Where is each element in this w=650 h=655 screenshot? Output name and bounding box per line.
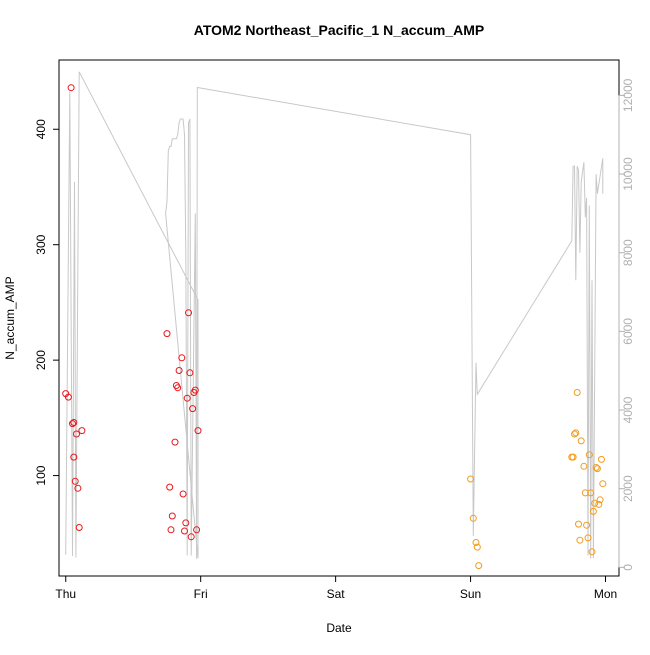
y-tick-label: 200 [34, 350, 48, 370]
data-point [591, 499, 599, 507]
y2-tick-label: 4000 [621, 396, 635, 423]
points-layer [62, 84, 607, 570]
y-tick-label: 100 [34, 465, 48, 485]
x-tick-label: Fri [194, 587, 208, 601]
data-point [193, 526, 201, 534]
data-point [576, 536, 584, 544]
line-series-layer [65, 71, 604, 559]
data-point [589, 507, 597, 515]
y-tick-label: 300 [34, 234, 48, 254]
x-tick-label: Sun [460, 587, 481, 601]
data-point [467, 475, 475, 483]
y2-tick-label: 12000 [621, 78, 635, 112]
data-point [571, 430, 578, 438]
data-point [70, 419, 78, 426]
data-point [166, 483, 174, 491]
y2-tick-label: 6000 [621, 318, 635, 345]
data-point [469, 514, 477, 522]
axes-layer: Thu Fri Sat Sun Mon1002003004000200040006000… [34, 78, 635, 601]
data-point [581, 489, 589, 497]
x-tick-label: Thu [55, 587, 76, 601]
data-point [171, 438, 179, 446]
data-point [595, 500, 603, 508]
data-point [74, 484, 82, 492]
data-point [584, 534, 592, 542]
data-point [181, 527, 188, 535]
data-point [587, 489, 595, 497]
data-point [588, 548, 596, 556]
data-point [473, 543, 481, 551]
x-axis-label: Date [326, 621, 352, 635]
data-point [575, 520, 582, 528]
data-point [593, 465, 601, 473]
data-point [186, 369, 194, 377]
y2-tick-label: 8000 [621, 239, 635, 266]
data-point [71, 477, 79, 485]
data-point [163, 330, 171, 338]
data-point [592, 464, 600, 471]
data-point [185, 309, 192, 317]
y2-tick-label: 10000 [621, 157, 635, 191]
data-point [182, 519, 190, 527]
data-point [187, 533, 195, 541]
data-point [167, 526, 175, 534]
data-point [191, 386, 199, 394]
y2-tick-label: 0 [621, 564, 635, 571]
data-point [175, 367, 183, 374]
y2-tick-label: 2000 [621, 475, 635, 502]
data-point [178, 354, 186, 362]
data-point [194, 427, 202, 435]
data-point [67, 84, 75, 92]
data-point [580, 462, 588, 470]
y-tick-label: 400 [34, 119, 48, 139]
data-point [598, 455, 605, 463]
data-point [475, 562, 483, 570]
data-point [168, 512, 176, 520]
data-point [585, 451, 593, 459]
data-point [583, 521, 591, 529]
x-tick-label: Mon [594, 587, 617, 601]
data-point [569, 453, 577, 461]
x-tick-label: Sat [327, 587, 346, 601]
data-point [596, 496, 604, 504]
data-point [573, 389, 581, 396]
data-point [572, 429, 580, 437]
plot-box [58, 59, 620, 577]
data-point [183, 394, 191, 402]
data-point [73, 430, 80, 438]
data-point [70, 453, 78, 461]
data-point [174, 384, 182, 392]
y-axis-label: N_accum_AMP [3, 276, 17, 359]
data-point [64, 393, 72, 401]
data-point [75, 524, 83, 531]
data-point [189, 405, 197, 413]
series-line [65, 71, 604, 559]
data-point [577, 437, 585, 445]
data-point [599, 480, 607, 488]
chart-title: ATOM2 Northeast_Pacific_1 N_accum_AMP [194, 22, 484, 38]
data-point [78, 427, 86, 435]
data-point [179, 490, 187, 498]
data-point [472, 539, 480, 546]
data-point [69, 420, 76, 428]
